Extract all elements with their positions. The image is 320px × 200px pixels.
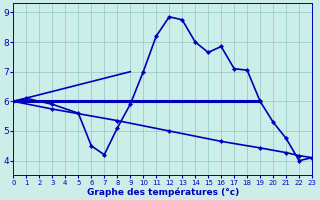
X-axis label: Graphe des températures (°c): Graphe des températures (°c) [87,187,239,197]
